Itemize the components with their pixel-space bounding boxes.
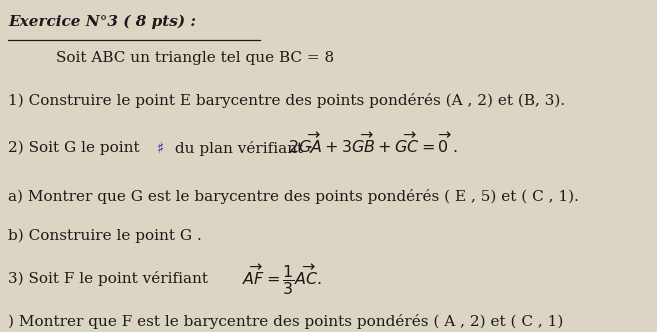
Text: 2) Soit G le point: 2) Soit G le point bbox=[8, 141, 139, 155]
Text: a) Montrer que G est le barycentre des points pondérés ( E , 5) et ( C , 1).: a) Montrer que G est le barycentre des p… bbox=[8, 189, 579, 204]
Text: 1) Construire le point E barycentre des points pondérés (A , 2) et (B, 3).: 1) Construire le point E barycentre des … bbox=[8, 93, 565, 108]
Text: du plan vérifiant :: du plan vérifiant : bbox=[170, 141, 317, 156]
Text: $\overrightarrow{AF} = \dfrac{1}{3}\overrightarrow{AC}.$: $\overrightarrow{AF} = \dfrac{1}{3}\over… bbox=[242, 262, 322, 297]
Text: ♯: ♯ bbox=[156, 141, 164, 156]
Text: Exercice N°3 ( 8 pts) :: Exercice N°3 ( 8 pts) : bbox=[8, 15, 196, 29]
Text: Soit ABC un triangle tel que BC = 8: Soit ABC un triangle tel que BC = 8 bbox=[56, 51, 334, 65]
Text: $2\overrightarrow{GA} + 3\overrightarrow{GB} + \overrightarrow{GC} = \overrighta: $2\overrightarrow{GA} + 3\overrightarrow… bbox=[288, 133, 458, 157]
Text: 3) Soit F le point vérifiant: 3) Soit F le point vérifiant bbox=[8, 271, 213, 286]
Text: ) Montrer que F est le barycentre des points pondérés ( A , 2) et ( C , 1): ) Montrer que F est le barycentre des po… bbox=[8, 314, 563, 329]
Text: b) Construire le point G .: b) Construire le point G . bbox=[8, 229, 202, 243]
